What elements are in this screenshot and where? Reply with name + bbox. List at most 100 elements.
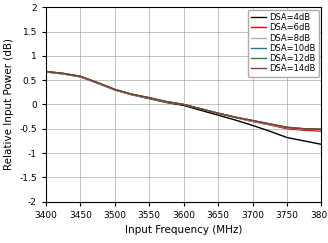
DSA=6dB [251, 120, 255, 123]
DSA=4dB [113, 88, 117, 91]
DSA=6dB [319, 130, 323, 133]
DSA=4dB [251, 124, 255, 127]
DSA=14dB [147, 96, 151, 99]
DSA=12dB [216, 112, 220, 115]
DSA=4dB [285, 136, 289, 139]
DSA=14dB [95, 81, 99, 84]
DSA=6dB [165, 101, 169, 104]
DSA=10dB [113, 88, 117, 91]
DSA=12dB [44, 70, 48, 73]
DSA=14dB [285, 126, 289, 129]
DSA=12dB [78, 75, 82, 78]
DSA=14dB [113, 88, 117, 91]
DSA=8dB [319, 128, 323, 131]
DSA=10dB [285, 126, 289, 129]
DSA=10dB [319, 128, 323, 131]
DSA=10dB [233, 116, 237, 119]
DSA=4dB [182, 104, 186, 107]
DSA=8dB [251, 120, 255, 122]
DSA=4dB [95, 82, 99, 85]
DSA=14dB [268, 122, 272, 125]
DSA=14dB [165, 100, 169, 103]
DSA=6dB [285, 127, 289, 130]
DSA=6dB [130, 93, 134, 96]
DSA=14dB [78, 75, 82, 78]
DSA=12dB [147, 96, 151, 99]
Line: DSA=14dB: DSA=14dB [46, 71, 321, 129]
DSA=10dB [61, 72, 65, 75]
DSA=6dB [61, 72, 65, 75]
DSA=12dB [251, 119, 255, 122]
DSA=6dB [44, 70, 48, 73]
Line: DSA=4dB: DSA=4dB [46, 72, 321, 144]
DSA=12dB [285, 126, 289, 129]
DSA=6dB [199, 107, 203, 110]
DSA=10dB [268, 122, 272, 125]
DSA=8dB [113, 88, 117, 91]
DSA=4dB [130, 93, 134, 96]
X-axis label: Input Frequency (MHz): Input Frequency (MHz) [125, 225, 242, 235]
DSA=4dB [165, 101, 169, 104]
DSA=8dB [165, 101, 169, 104]
DSA=8dB [95, 82, 99, 85]
DSA=6dB [147, 97, 151, 100]
DSA=14dB [251, 119, 255, 122]
DSA=12dB [268, 122, 272, 125]
DSA=8dB [285, 126, 289, 129]
DSA=12dB [165, 100, 169, 103]
DSA=14dB [233, 116, 237, 119]
DSA=10dB [199, 107, 203, 110]
DSA=10dB [130, 93, 134, 96]
DSA=12dB [233, 116, 237, 119]
DSA=6dB [302, 129, 306, 132]
DSA=12dB [130, 93, 134, 96]
DSA=10dB [182, 103, 186, 106]
DSA=12dB [319, 128, 323, 131]
DSA=12dB [182, 103, 186, 106]
DSA=10dB [44, 70, 48, 73]
DSA=4dB [268, 130, 272, 133]
DSA=12dB [113, 88, 117, 91]
DSA=4dB [319, 143, 323, 146]
DSA=6dB [78, 75, 82, 78]
Legend: DSA=4dB, DSA=6dB, DSA=8dB, DSA=10dB, DSA=12dB, DSA=14dB: DSA=4dB, DSA=6dB, DSA=8dB, DSA=10dB, DSA… [248, 10, 319, 77]
DSA=4dB [78, 75, 82, 78]
DSA=10dB [147, 96, 151, 99]
DSA=6dB [95, 82, 99, 85]
Line: DSA=6dB: DSA=6dB [46, 72, 321, 131]
DSA=8dB [44, 70, 48, 73]
DSA=4dB [216, 114, 220, 117]
DSA=6dB [216, 112, 220, 115]
DSA=14dB [302, 127, 306, 130]
DSA=8dB [199, 107, 203, 110]
DSA=12dB [61, 72, 65, 75]
DSA=4dB [147, 97, 151, 100]
DSA=8dB [268, 123, 272, 126]
DSA=4dB [44, 70, 48, 73]
Line: DSA=12dB: DSA=12dB [46, 71, 321, 129]
DSA=14dB [216, 112, 220, 115]
DSA=8dB [216, 112, 220, 115]
DSA=14dB [319, 128, 323, 131]
DSA=8dB [302, 128, 306, 131]
DSA=6dB [233, 116, 237, 119]
DSA=12dB [95, 81, 99, 84]
DSA=14dB [182, 103, 186, 106]
Line: DSA=8dB: DSA=8dB [46, 72, 321, 130]
DSA=14dB [130, 93, 134, 96]
DSA=14dB [44, 70, 48, 73]
DSA=12dB [199, 107, 203, 110]
DSA=10dB [302, 127, 306, 130]
DSA=8dB [182, 103, 186, 106]
DSA=12dB [302, 127, 306, 130]
DSA=14dB [61, 72, 65, 75]
DSA=10dB [165, 100, 169, 103]
DSA=4dB [233, 119, 237, 122]
DSA=6dB [113, 88, 117, 91]
DSA=8dB [147, 97, 151, 100]
DSA=10dB [251, 119, 255, 122]
DSA=4dB [302, 139, 306, 142]
Line: DSA=10dB: DSA=10dB [46, 71, 321, 129]
DSA=6dB [182, 103, 186, 106]
DSA=8dB [233, 116, 237, 119]
